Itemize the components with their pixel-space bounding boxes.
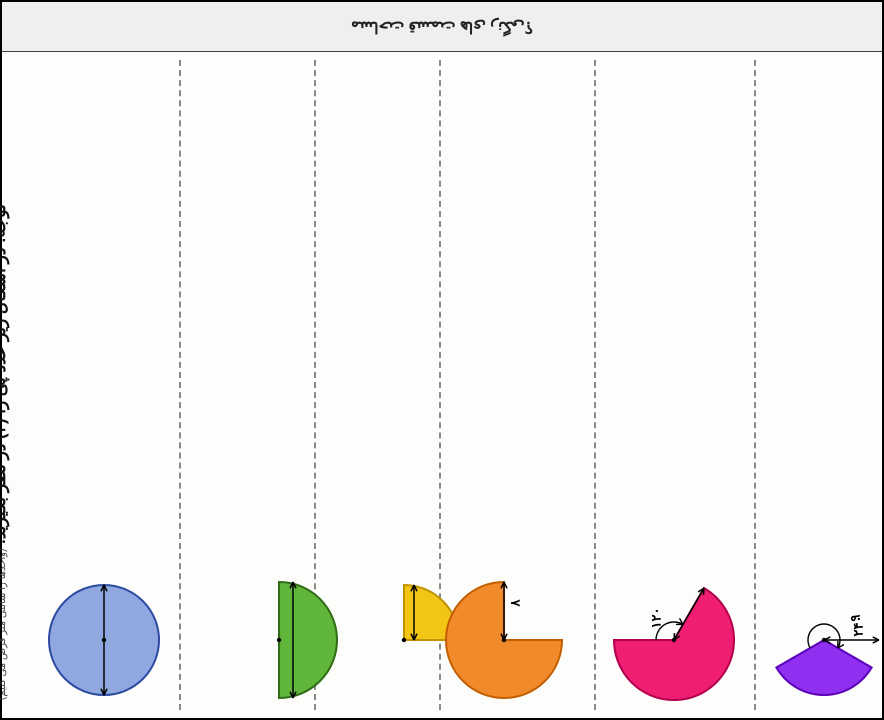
instruction-text: توجه: در اشکال زیر عدد پی را (۳) در نظر … <box>0 204 10 700</box>
instruction-small: (واحدها را سانتی متر فرض می کنیم) <box>0 549 8 700</box>
shape-purple-120 <box>754 550 884 710</box>
worksheet-page: مساحت قسمت های رنگی؟ توجه: در اشکال زیر … <box>0 0 884 720</box>
header-title: مساحت قسمت های رنگی؟ <box>351 17 533 37</box>
shape-three-quarter <box>439 550 609 710</box>
instruction-bold: توجه: در اشکال زیر عدد پی را (۳) در نظر … <box>0 204 9 544</box>
header-bar: مساحت قسمت های رنگی؟ <box>2 2 882 52</box>
content-area: ۱۰۱۴۶۸۷۱۲۰۹۲۴۰ <box>34 52 882 718</box>
shape-pink-240 <box>594 550 764 710</box>
